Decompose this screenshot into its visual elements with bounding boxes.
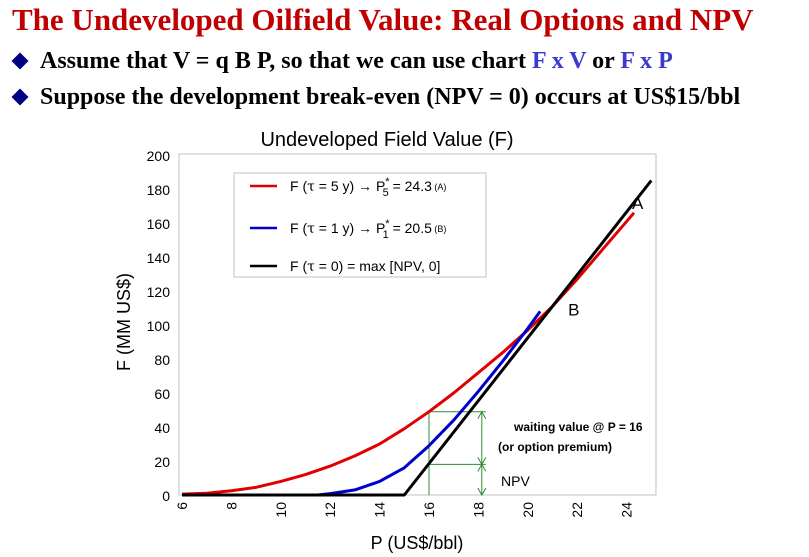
legend-superscript: * — [385, 218, 390, 230]
legend-text: F ( — [290, 220, 307, 236]
legend-box — [233, 172, 487, 278]
plot-frame — [178, 153, 657, 496]
arrow-down-icon — [477, 487, 487, 497]
legend-text: = 24.3 — [389, 178, 432, 194]
legend-tag: (B) — [432, 224, 447, 234]
x-tick-label: 10 — [273, 502, 289, 518]
legend-tau: τ — [307, 259, 315, 275]
chart-title: Undeveloped Field Value (F) — [260, 129, 513, 151]
y-tick-label: 20 — [154, 454, 170, 470]
y-tick-label: 160 — [147, 216, 171, 232]
arrow-up-icon — [477, 410, 487, 419]
legend-subscript: 5 — [383, 187, 389, 199]
legend-tau: τ — [307, 179, 315, 195]
legend-entry-tau-1y: F (τ = 1 y) → P* 1 = 20.5 (B) — [290, 218, 446, 241]
y-tick-label: 0 — [162, 488, 170, 504]
x-tick-label: 18 — [470, 502, 486, 518]
waiting-value-label: waiting value @ P = 16 — [513, 420, 643, 434]
legend-tag: (A) — [432, 182, 447, 192]
point-marker-label: B — [568, 300, 579, 319]
y-tick-label: 180 — [147, 182, 171, 198]
series-line-tau-0 — [182, 179, 653, 497]
bullet-2-text: Suppose the development break-even (NPV … — [40, 84, 741, 110]
y-tick-label: 80 — [154, 352, 170, 368]
x-tick-label: 16 — [421, 502, 437, 518]
bullet-1-emph-fp: F x P — [620, 48, 673, 74]
bullet-1-emph-fv: F x V — [531, 48, 587, 74]
bullet-2: Suppose the development break-even (NPV … — [10, 84, 740, 111]
y-tick-label: 140 — [147, 250, 171, 266]
legend-text: F ( — [290, 178, 307, 194]
legend-superscript: * — [385, 176, 390, 188]
y-tick-label: 120 — [147, 284, 171, 300]
legend: F (τ = 5 y) → P* 5 = 24.3 (A)F (τ = 1 y) … — [233, 172, 487, 278]
x-tick-label: 12 — [322, 502, 338, 518]
option-premium-label: (or option premium) — [498, 440, 612, 454]
x-tick-label: 14 — [372, 502, 388, 518]
x-axis-label: P (US$/bbl) — [371, 533, 464, 553]
legend-arrow: → — [354, 178, 376, 194]
series-line-tau-1y — [317, 310, 542, 497]
point-marker-label: A — [632, 194, 644, 213]
y-tick-label: 40 — [154, 420, 170, 436]
npv-label: NPV — [501, 473, 530, 489]
legend-arrow: → — [354, 220, 376, 236]
legend-entry-tau-0: F (τ = 0) = max [NPV, 0] — [290, 258, 440, 275]
point-markers: AB — [568, 194, 644, 320]
y-tick-label: 60 — [154, 386, 170, 402]
x-tick-label: 24 — [619, 502, 635, 518]
bullet-1: Assume that V = q B P, so that we can us… — [10, 48, 673, 75]
legend-text: = 5 y) — [315, 178, 354, 194]
x-tick-label: 20 — [520, 502, 536, 518]
x-axis-ticks: 6 8 10 12 14 16 18 20 22 24 — [174, 502, 635, 518]
bullet-1-mid: or — [586, 48, 621, 74]
legend-text: = 1 y) — [315, 220, 354, 236]
legend-text: = 20.5 — [389, 220, 432, 236]
x-tick-label: 6 — [174, 502, 190, 510]
legend-text: P — [376, 220, 385, 236]
y-tick-label: 100 — [147, 318, 171, 334]
legend-subscript: 1 — [383, 229, 389, 241]
x-tick-label: 8 — [223, 502, 239, 510]
legend-entry-tau-5y: F (τ = 5 y) → P* 5 = 24.3 (A) — [290, 176, 446, 199]
y-tick-label: 200 — [147, 148, 171, 164]
y-axis-ticks: 0 20 40 60 80 100 120 140 160 180 200 — [147, 148, 171, 504]
legend-text: = 0) = max [NPV, 0] — [315, 258, 441, 274]
waiting-value-annotation: waiting value @ P = 16 (or option premium… — [428, 410, 643, 497]
arrow-up-icon — [477, 463, 487, 472]
legend-text: F ( — [290, 258, 307, 274]
y-axis-label: F (MM US$) — [114, 273, 134, 371]
legend-text: P — [376, 178, 385, 194]
x-tick-label: 22 — [569, 502, 585, 518]
legend-tau: τ — [307, 221, 315, 237]
series-lines — [181, 179, 653, 497]
slide-title: The Undeveloped Oilfield Value: Real Opt… — [12, 2, 754, 37]
bullet-1-lead: Assume that V = q B P, so that we can us… — [40, 48, 532, 74]
